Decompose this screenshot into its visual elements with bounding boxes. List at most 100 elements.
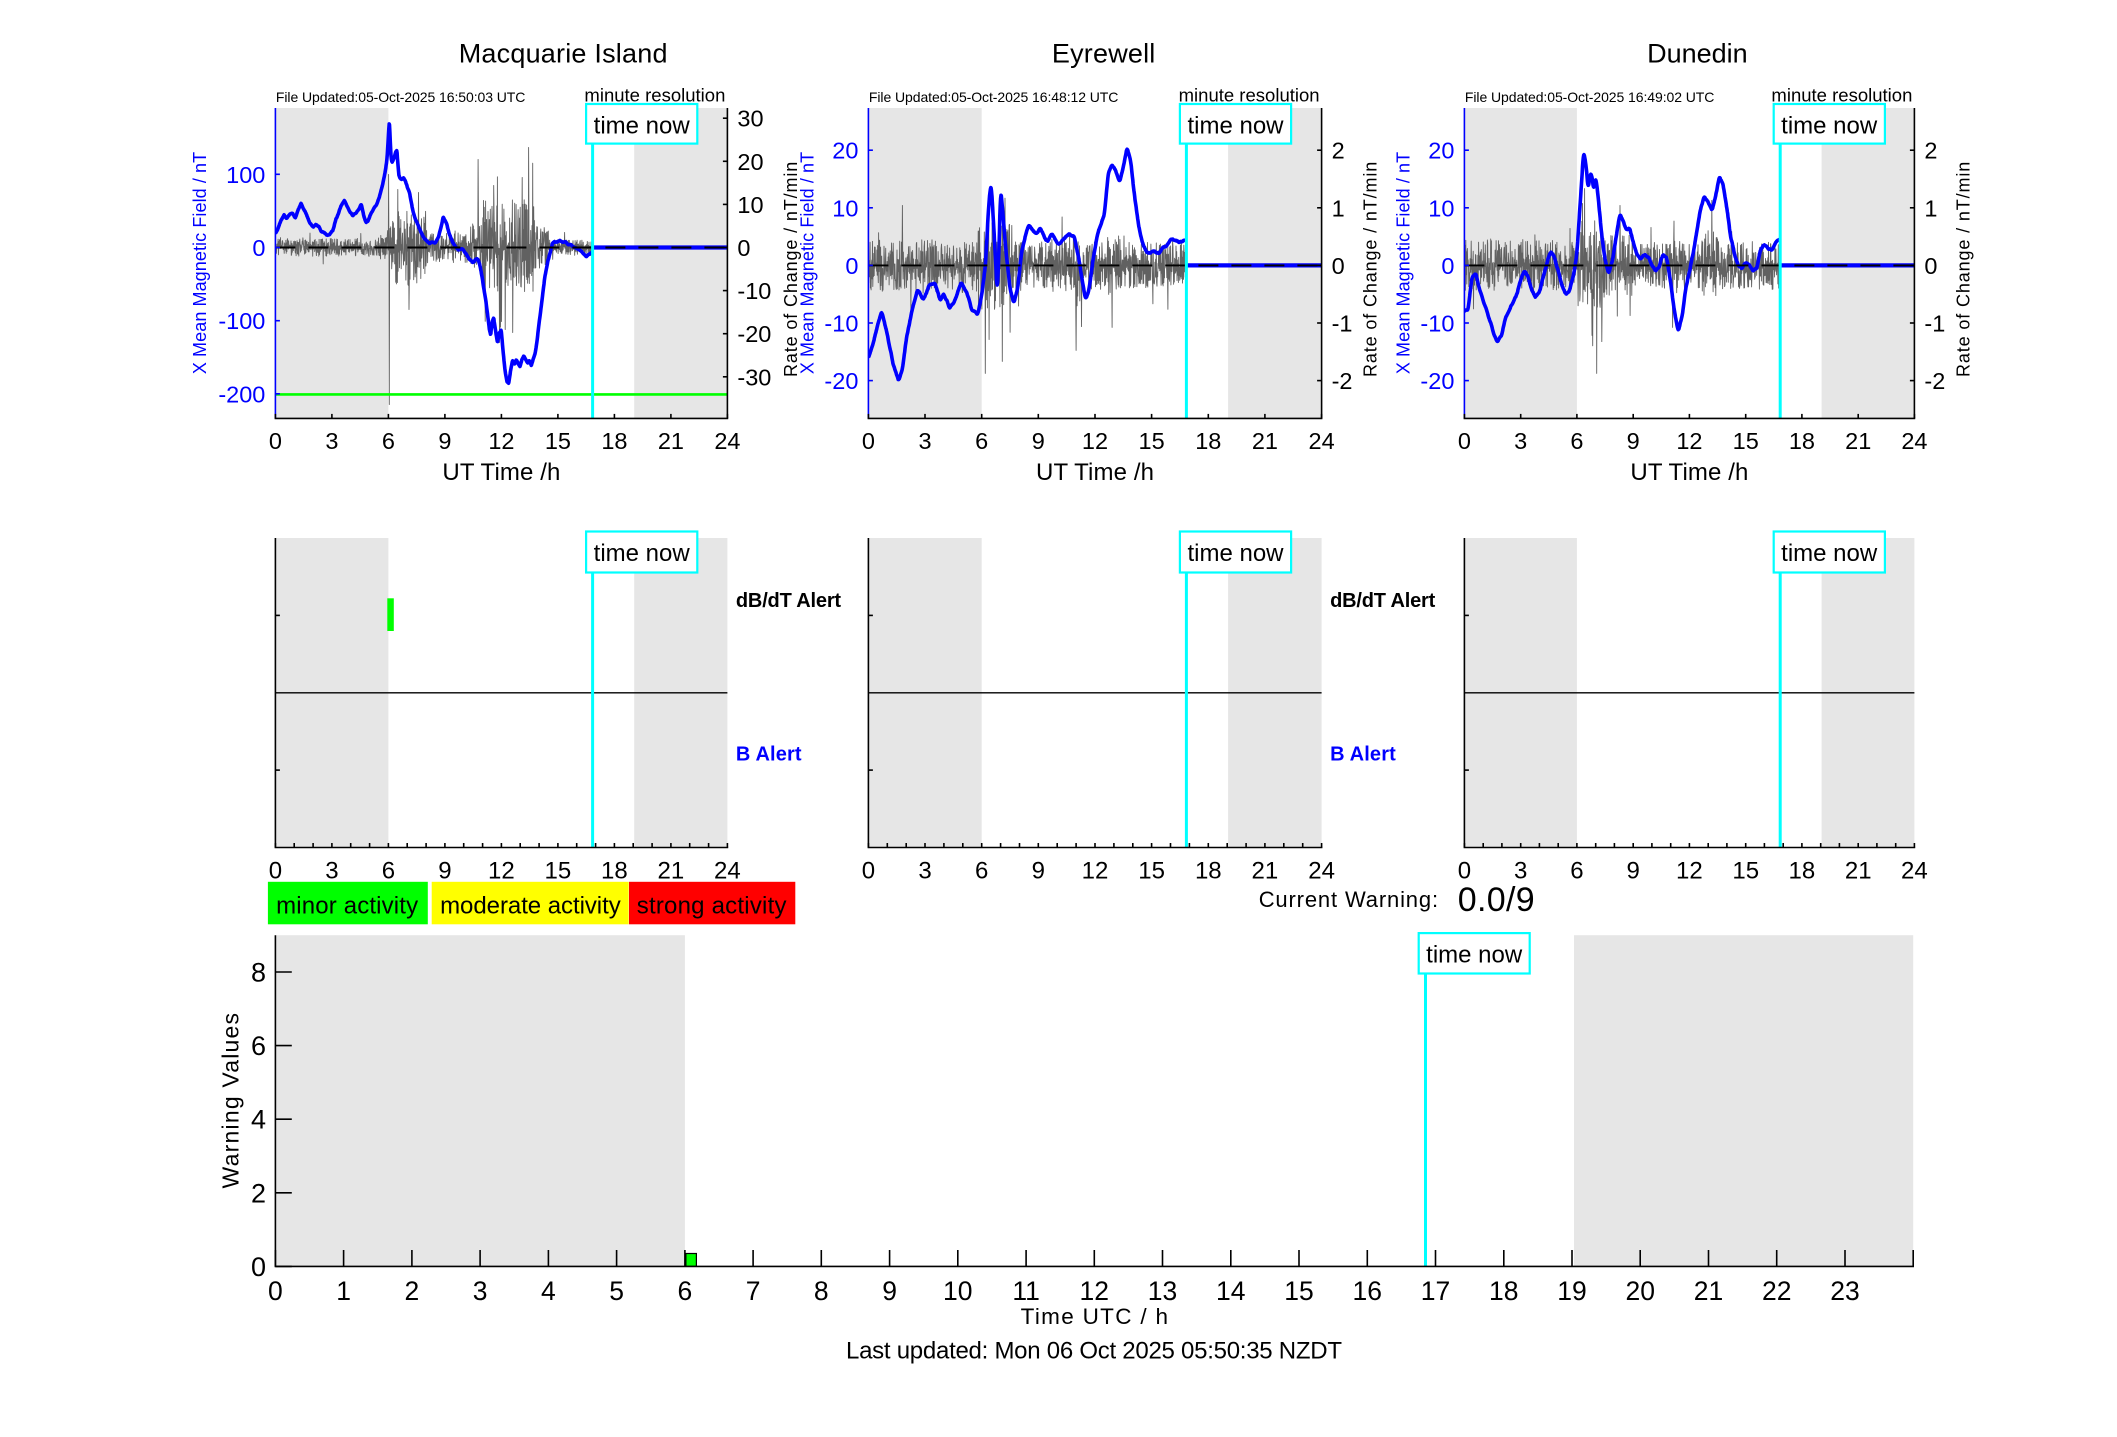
svg-text:23: 23 bbox=[1830, 1276, 1859, 1306]
svg-text:minute resolution: minute resolution bbox=[584, 85, 725, 106]
svg-text:-2: -2 bbox=[1924, 368, 1945, 394]
svg-text:9: 9 bbox=[1032, 858, 1045, 885]
svg-text:Eyrewell: Eyrewell bbox=[1052, 39, 1155, 69]
svg-text:1: 1 bbox=[336, 1276, 351, 1306]
svg-text:15: 15 bbox=[545, 858, 572, 885]
svg-text:3: 3 bbox=[918, 428, 931, 454]
svg-text:15: 15 bbox=[1139, 428, 1165, 454]
svg-text:21: 21 bbox=[658, 428, 684, 454]
svg-text:time now: time now bbox=[594, 112, 691, 139]
svg-text:-20: -20 bbox=[737, 321, 771, 347]
svg-text:9: 9 bbox=[438, 428, 451, 454]
svg-text:20: 20 bbox=[737, 149, 763, 175]
svg-text:strong activity: strong activity bbox=[637, 892, 787, 919]
svg-text:18: 18 bbox=[1789, 428, 1815, 454]
svg-text:18: 18 bbox=[601, 428, 627, 454]
svg-text:dB/dT Alert: dB/dT Alert bbox=[1330, 590, 1436, 612]
svg-text:0: 0 bbox=[251, 1252, 266, 1282]
svg-text:6: 6 bbox=[975, 428, 988, 454]
svg-text:12: 12 bbox=[1676, 858, 1703, 885]
svg-text:0: 0 bbox=[1332, 253, 1345, 279]
svg-text:10: 10 bbox=[737, 192, 763, 218]
svg-text:24: 24 bbox=[714, 858, 741, 885]
svg-text:9: 9 bbox=[1032, 428, 1045, 454]
svg-text:24: 24 bbox=[1901, 858, 1928, 885]
svg-text:Current Warning:: Current Warning: bbox=[1259, 887, 1438, 912]
svg-text:1: 1 bbox=[1924, 195, 1937, 221]
svg-text:X Mean Magnetic Field / nT: X Mean Magnetic Field / nT bbox=[190, 152, 210, 374]
svg-text:6: 6 bbox=[678, 1276, 693, 1306]
svg-text:100: 100 bbox=[226, 162, 265, 188]
svg-text:Rate of Change / nT/min: Rate of Change / nT/min bbox=[1361, 162, 1381, 377]
svg-text:0: 0 bbox=[845, 253, 858, 279]
svg-text:30: 30 bbox=[737, 106, 763, 132]
svg-text:12: 12 bbox=[488, 428, 514, 454]
svg-text:4: 4 bbox=[541, 1276, 556, 1306]
svg-text:3: 3 bbox=[325, 428, 338, 454]
svg-text:Rate of Change / nT/min: Rate of Change / nT/min bbox=[1953, 162, 1973, 377]
svg-text:3: 3 bbox=[325, 858, 338, 885]
svg-text:21: 21 bbox=[658, 858, 685, 885]
svg-text:0: 0 bbox=[862, 428, 875, 454]
svg-text:X Mean Magnetic Field / nT: X Mean Magnetic Field / nT bbox=[798, 152, 818, 374]
svg-text:6: 6 bbox=[382, 428, 395, 454]
svg-text:-10: -10 bbox=[737, 278, 771, 304]
svg-text:Time UTC / h: Time UTC / h bbox=[1021, 1304, 1168, 1329]
svg-text:15: 15 bbox=[1732, 858, 1759, 885]
svg-text:21: 21 bbox=[1252, 858, 1279, 885]
svg-text:15: 15 bbox=[545, 428, 571, 454]
svg-text:7: 7 bbox=[746, 1276, 761, 1306]
svg-text:11: 11 bbox=[1012, 1276, 1040, 1306]
svg-text:20: 20 bbox=[1428, 138, 1454, 164]
svg-text:B Alert: B Alert bbox=[1330, 744, 1396, 766]
svg-text:-20: -20 bbox=[1420, 368, 1454, 394]
svg-text:24: 24 bbox=[714, 428, 740, 454]
svg-text:Macquarie Island: Macquarie Island bbox=[459, 39, 668, 69]
svg-text:5: 5 bbox=[609, 1276, 624, 1306]
svg-text:time now: time now bbox=[1781, 112, 1878, 139]
svg-text:UT Time /h: UT Time /h bbox=[1036, 459, 1154, 486]
svg-text:moderate activity: moderate activity bbox=[440, 892, 621, 919]
svg-text:18: 18 bbox=[1195, 858, 1222, 885]
svg-text:Warning Values: Warning Values bbox=[217, 1013, 243, 1189]
svg-text:18: 18 bbox=[1789, 858, 1816, 885]
svg-text:-20: -20 bbox=[824, 368, 858, 394]
svg-text:3: 3 bbox=[473, 1276, 488, 1306]
svg-text:X Mean Magnetic Field / nT: X Mean Magnetic Field / nT bbox=[1394, 152, 1414, 374]
svg-text:Last updated: Mon 06 Oct 2025: Last updated: Mon 06 Oct 2025 05:50:35 N… bbox=[846, 1338, 1342, 1365]
svg-text:2: 2 bbox=[1924, 138, 1937, 164]
svg-text:-200: -200 bbox=[218, 381, 265, 407]
svg-text:12: 12 bbox=[1082, 428, 1108, 454]
svg-text:dB/dT Alert: dB/dT Alert bbox=[736, 590, 842, 612]
svg-text:0: 0 bbox=[1458, 428, 1471, 454]
svg-text:18: 18 bbox=[1195, 428, 1221, 454]
svg-text:0: 0 bbox=[1458, 858, 1471, 885]
svg-text:-100: -100 bbox=[218, 308, 265, 334]
svg-text:18: 18 bbox=[601, 858, 628, 885]
svg-text:6: 6 bbox=[975, 858, 988, 885]
svg-text:1: 1 bbox=[1332, 195, 1345, 221]
svg-text:2: 2 bbox=[405, 1276, 420, 1306]
svg-text:Rate of Change / nT/min: Rate of Change / nT/min bbox=[781, 162, 801, 377]
svg-text:2: 2 bbox=[251, 1178, 266, 1208]
svg-text:minor activity: minor activity bbox=[276, 892, 418, 919]
svg-text:17: 17 bbox=[1421, 1276, 1450, 1306]
svg-text:21: 21 bbox=[1845, 858, 1872, 885]
svg-text:15: 15 bbox=[1733, 428, 1759, 454]
svg-text:16: 16 bbox=[1353, 1276, 1382, 1306]
svg-text:18: 18 bbox=[1489, 1276, 1518, 1306]
svg-text:0: 0 bbox=[269, 858, 282, 885]
svg-text:minute resolution: minute resolution bbox=[1179, 85, 1320, 106]
svg-text:-10: -10 bbox=[1420, 311, 1454, 337]
svg-text:0: 0 bbox=[737, 235, 750, 261]
svg-text:UT Time /h: UT Time /h bbox=[442, 459, 560, 486]
svg-text:time now: time now bbox=[1426, 941, 1523, 968]
svg-text:12: 12 bbox=[488, 858, 515, 885]
svg-text:File Updated:05-Oct-2025 16:50: File Updated:05-Oct-2025 16:50:03 UTC bbox=[276, 89, 526, 105]
svg-text:-30: -30 bbox=[737, 364, 771, 390]
svg-text:21: 21 bbox=[1845, 428, 1871, 454]
svg-text:0: 0 bbox=[1924, 253, 1937, 279]
svg-text:0: 0 bbox=[252, 235, 265, 261]
svg-text:12: 12 bbox=[1080, 1276, 1109, 1306]
svg-text:8: 8 bbox=[814, 1276, 829, 1306]
